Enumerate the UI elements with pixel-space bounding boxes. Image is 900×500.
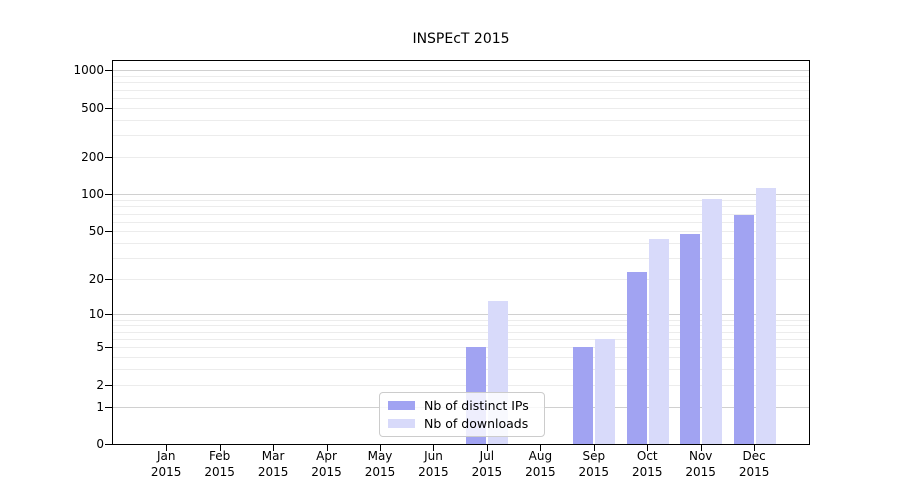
gridline-minor-2	[113, 384, 809, 386]
gridline-minor-6	[113, 338, 809, 340]
y-tick-5	[105, 347, 112, 349]
gridline-minor-30	[113, 258, 809, 260]
x-tick-jun	[433, 445, 435, 451]
x-tick-label-jan: Jan 2015	[150, 449, 182, 479]
bar-nov-distinct-ips	[680, 233, 701, 444]
x-tick-sep	[593, 445, 595, 451]
bar-dec-distinct-ips	[733, 215, 754, 444]
bar-oct-distinct-ips	[626, 272, 647, 444]
x-tick-label-oct: Oct 2015	[631, 449, 663, 479]
gridline-minor-70	[113, 213, 809, 215]
gridline-minor-600	[113, 98, 809, 100]
y-tick-label-1000: 1000	[73, 63, 104, 78]
y-tick-label-0: 0	[96, 437, 104, 451]
x-tick-label-feb: Feb 2015	[204, 449, 235, 479]
gridline-minor-500	[113, 107, 809, 109]
y-tick-1000	[105, 70, 112, 72]
x-tick-label-apr: Apr 2015	[311, 449, 342, 479]
x-tick-label-dec: Dec 2015	[738, 449, 770, 479]
x-tick-label-nov: Nov 2015	[685, 449, 716, 479]
gridline-minor-200	[113, 157, 809, 159]
y-tick-50	[105, 231, 112, 233]
y-tick-label-500: 500	[81, 100, 104, 115]
gridline-minor-7	[113, 331, 809, 333]
x-tick-apr	[326, 445, 328, 451]
gridline-minor-40	[113, 243, 809, 245]
plot-area	[112, 60, 810, 445]
y-tick-label-2: 2	[96, 377, 104, 392]
bar-oct-downloads	[648, 239, 669, 444]
legend-item-distinct-ips: Nb of distinct IPs	[388, 397, 544, 413]
legend: Nb of distinct IPs Nb of downloads	[379, 392, 545, 437]
x-tick-jan	[166, 445, 168, 451]
y-tick-label-50: 50	[88, 224, 104, 239]
y-tick-500	[105, 107, 112, 109]
y-tick-label-200: 200	[81, 150, 104, 165]
y-tick-200	[105, 157, 112, 159]
gridline-minor-50	[113, 231, 809, 233]
gridline-minor-80	[113, 206, 809, 208]
gridline-minor-9	[113, 319, 809, 321]
bar-sep-distinct-ips	[573, 347, 594, 444]
x-tick-label-mar: Mar 2015	[257, 449, 289, 479]
gridline-major-1000	[113, 70, 809, 72]
gridline-major-10	[113, 314, 809, 316]
y-tick-label-20: 20	[88, 272, 104, 287]
gridline-minor-400	[113, 119, 809, 121]
gridline-minor-300	[113, 135, 809, 137]
gridline-minor-60	[113, 221, 809, 223]
gridline-minor-800	[113, 82, 809, 84]
x-tick-may	[380, 445, 381, 451]
x-tick-label-sep: Sep 2015	[578, 449, 610, 479]
gridline-minor-900	[113, 76, 809, 78]
gridline-major-100	[113, 194, 809, 196]
x-tick-aug	[540, 445, 542, 451]
y-tick-100	[105, 194, 112, 196]
bar-dec-downloads	[755, 187, 776, 444]
gridline-minor-8	[113, 325, 809, 327]
x-tick-nov	[700, 445, 702, 451]
chart-title: INSPEcT 2015	[412, 31, 510, 47]
legend-swatch-distinct-ips	[388, 401, 415, 410]
gridline-minor-700	[113, 89, 809, 91]
gridline-minor-3	[113, 369, 809, 371]
x-tick-dec	[754, 445, 756, 451]
x-tick-label-jun: Jun 2015	[418, 449, 449, 479]
x-tick-feb	[219, 445, 221, 451]
y-tick-label-10: 10	[88, 307, 104, 322]
gridline-minor-20	[113, 279, 809, 281]
y-tick-0	[105, 444, 112, 445]
x-tick-label-may: May 2015	[364, 449, 396, 479]
x-tick-jul	[486, 445, 488, 451]
bar-nov-downloads	[702, 198, 723, 444]
legend-label-downloads: Nb of downloads	[424, 415, 529, 431]
gridline-minor-5	[113, 347, 809, 349]
gridline-minor-4	[113, 356, 809, 358]
y-tick-label-100: 100	[81, 187, 104, 202]
y-tick-2	[105, 384, 112, 386]
legend-item-downloads: Nb of downloads	[388, 415, 544, 431]
x-tick-label-aug: Aug 2015	[525, 449, 556, 479]
x-tick-mar	[273, 445, 275, 451]
y-tick-10	[105, 314, 112, 316]
y-tick-1	[105, 406, 112, 408]
bar-sep-downloads	[595, 338, 616, 444]
y-tick-label-1: 1	[96, 399, 104, 414]
x-tick-oct	[647, 445, 649, 451]
gridline-minor-90	[113, 200, 809, 202]
y-tick-label-5: 5	[96, 340, 104, 355]
legend-label-distinct-ips: Nb of distinct IPs	[424, 397, 529, 413]
legend-swatch-downloads	[388, 419, 415, 428]
y-tick-20	[105, 279, 112, 281]
x-tick-label-jul: Jul 2015	[471, 449, 503, 479]
